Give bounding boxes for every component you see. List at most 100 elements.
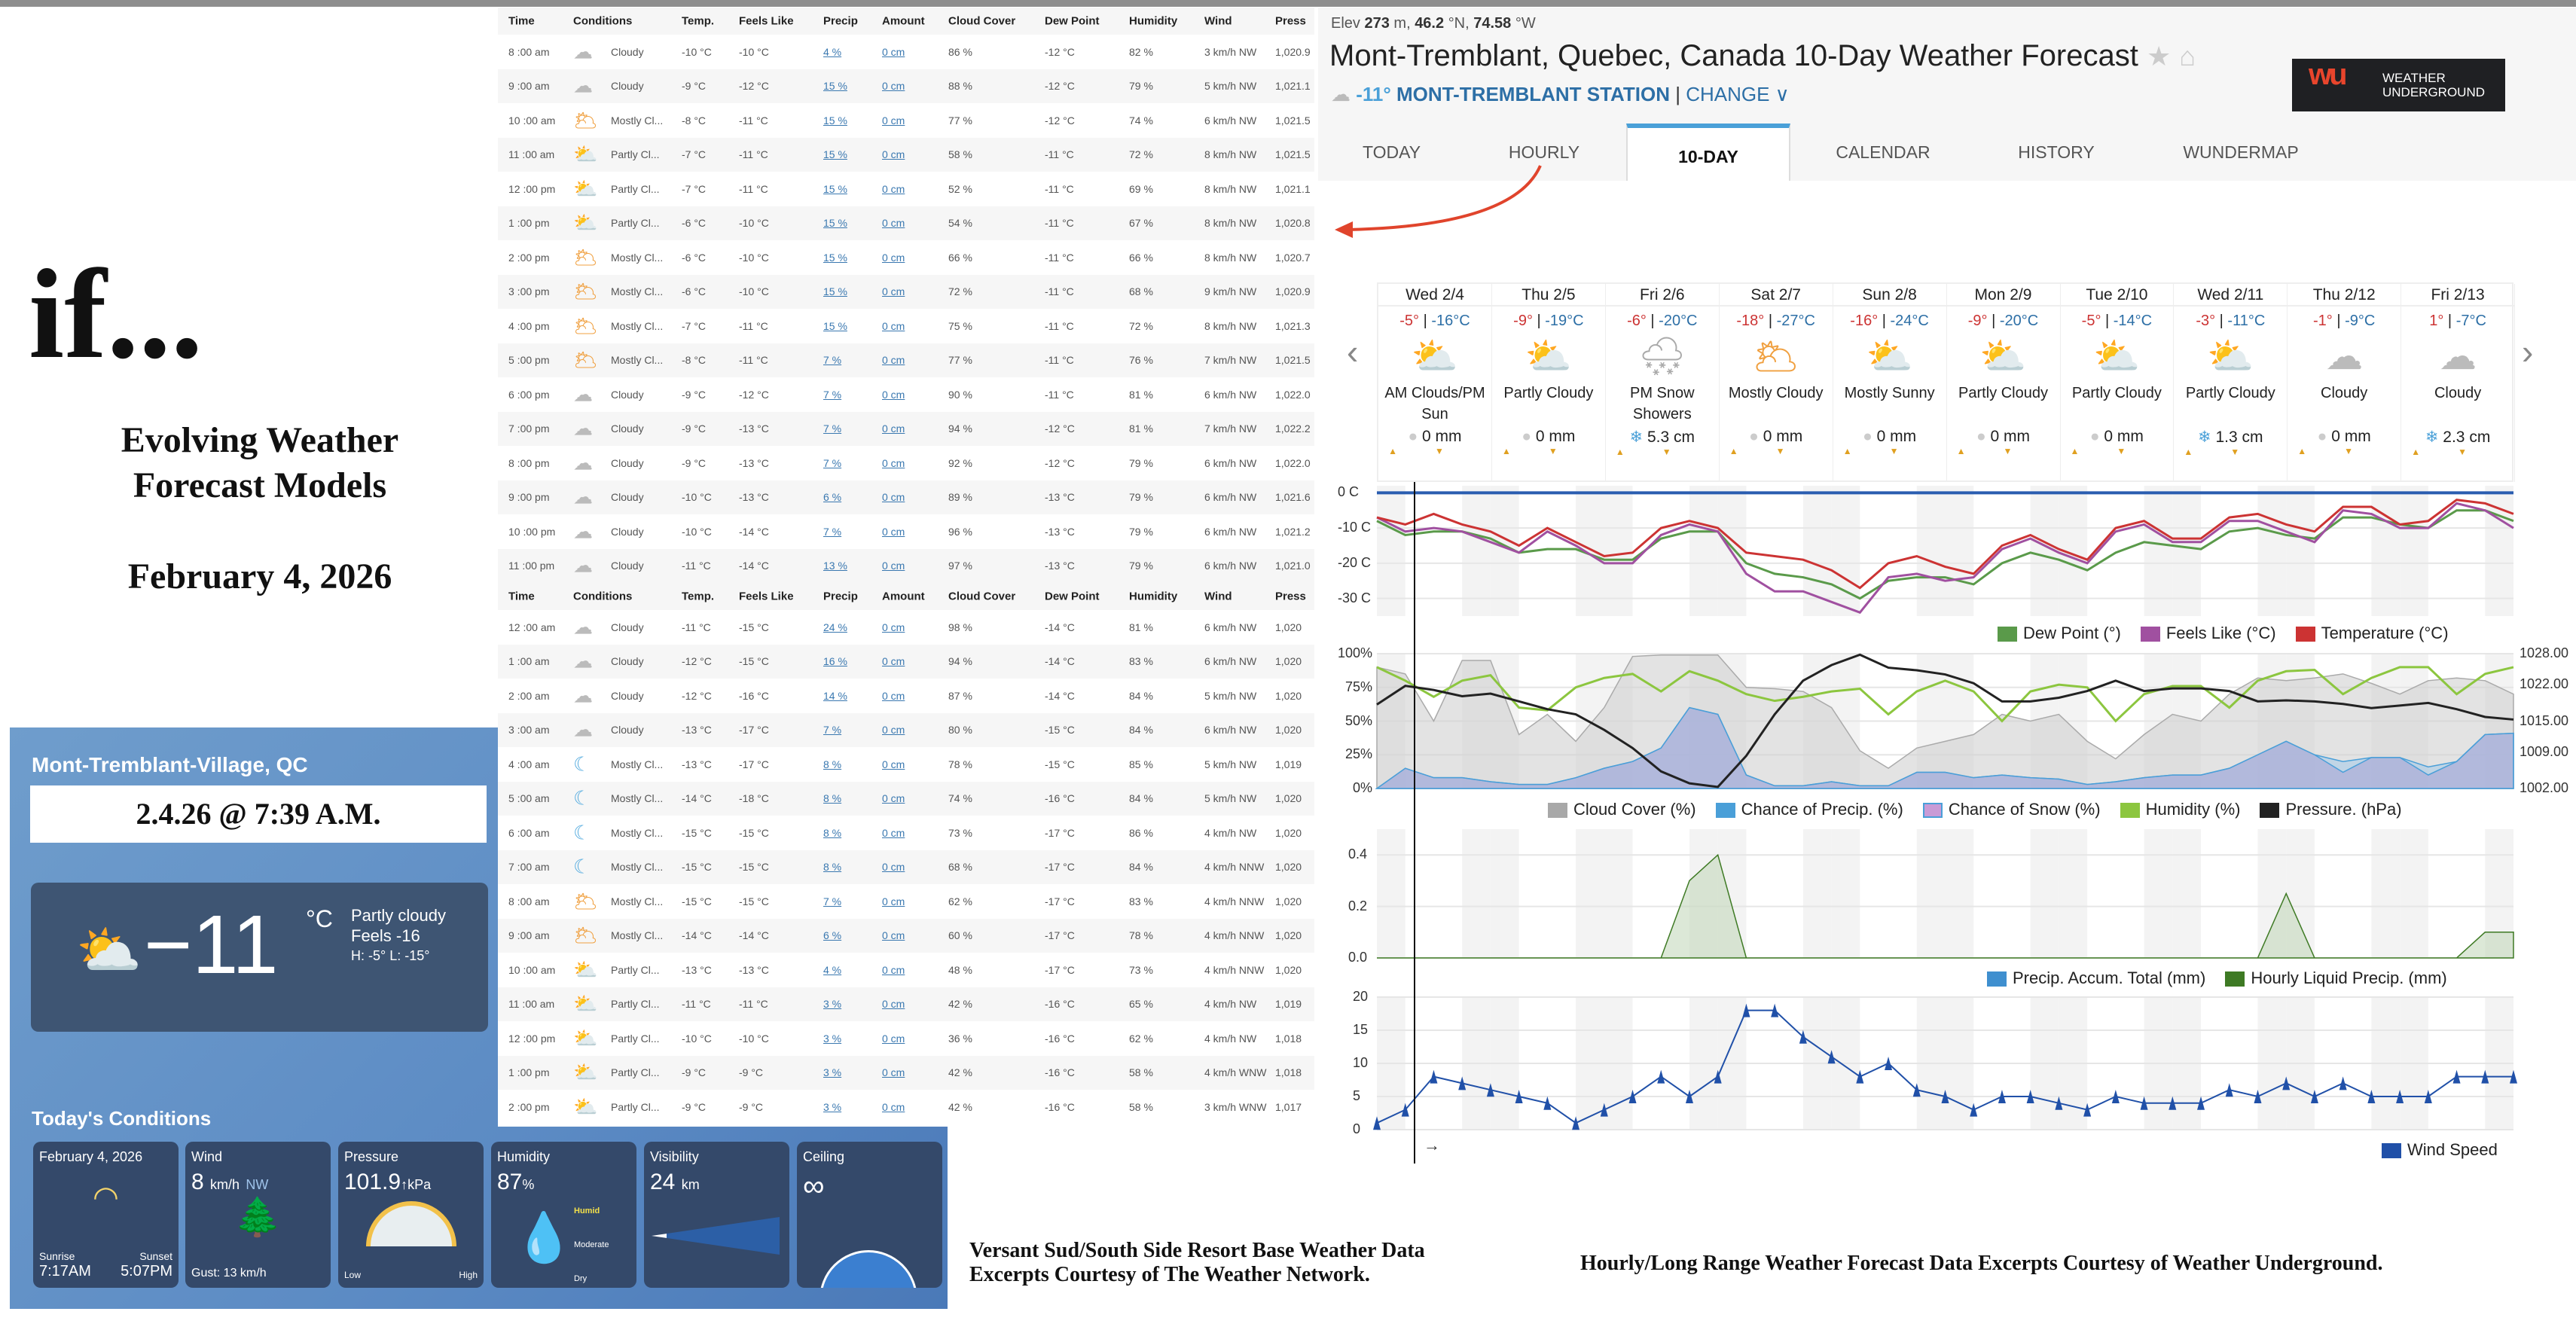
cell: -11 °C: [739, 319, 768, 332]
cell: 97 %: [948, 560, 972, 572]
temp-legend: Dew Point (°) Feels Like (°C) Temperatur…: [1998, 624, 2449, 643]
cell: 16 %: [823, 655, 847, 667]
precip-link[interactable]: 4 %: [823, 45, 842, 58]
day-condition: Partly Cloudy: [1958, 385, 2048, 401]
amount-link[interactable]: 0 cm: [882, 560, 905, 572]
precip-link[interactable]: 13 %: [823, 560, 847, 572]
precip-link[interactable]: 7 %: [823, 354, 842, 367]
precip-link[interactable]: 15 %: [823, 114, 847, 127]
amount-link[interactable]: 0 cm: [882, 826, 905, 839]
precip-link[interactable]: 6 %: [823, 929, 842, 942]
amount-link[interactable]: 0 cm: [882, 217, 905, 230]
precip-link[interactable]: 15 %: [823, 217, 847, 230]
amount-link[interactable]: 0 cm: [882, 456, 905, 469]
home-icon[interactable]: ⌂: [2179, 41, 2196, 72]
amount-link[interactable]: 0 cm: [882, 655, 905, 668]
chevron-left-icon[interactable]: ‹: [1347, 332, 1359, 371]
wind-barb-point: [2424, 1090, 2432, 1103]
amount-link[interactable]: 0 cm: [882, 724, 905, 737]
amount-link[interactable]: 0 cm: [882, 354, 905, 367]
precip-link[interactable]: 15 %: [823, 319, 847, 332]
day-column[interactable]: Sat 2/7 -18° | -27°C 🌥 Mostly Cloudy ● 0 mm ▲…: [1719, 284, 1833, 482]
tab-history[interactable]: HISTORY: [2018, 142, 2095, 162]
cell: 1,020.7: [1275, 251, 1311, 264]
amount-link[interactable]: 0 cm: [882, 491, 905, 504]
day-column[interactable]: Wed 2/4 -5° | -16°C ⛅ AM Clouds/PM Sun ● 0 m…: [1378, 284, 1492, 482]
precip-link[interactable]: 3 %: [823, 1066, 842, 1079]
amount-link[interactable]: 0 cm: [882, 895, 905, 907]
amount-link[interactable]: 0 cm: [882, 45, 905, 58]
amount-link[interactable]: 0 cm: [882, 251, 905, 264]
precip-link[interactable]: 4 %: [823, 963, 842, 976]
night-band: [2030, 829, 2059, 958]
precip-link[interactable]: 15 %: [823, 148, 847, 161]
star-icon[interactable]: ★: [2146, 41, 2172, 72]
precip-link[interactable]: 3 %: [823, 1032, 842, 1045]
amount-link[interactable]: 0 cm: [882, 148, 905, 161]
precip-link[interactable]: 3 %: [823, 998, 842, 1011]
day-column[interactable]: Thu 2/5 -9° | -19°C ⛅ Partly Cloudy ● 0 mm ▲▼: [1491, 284, 1606, 482]
cell: -17 °C: [1045, 895, 1075, 907]
amount-link[interactable]: 0 cm: [882, 689, 905, 702]
tab-hourly[interactable]: HOURLY: [1508, 142, 1580, 162]
precip-link[interactable]: 8 %: [823, 861, 842, 874]
precip-link[interactable]: 3 %: [823, 1100, 842, 1113]
precip-link[interactable]: 7 %: [823, 456, 842, 469]
precip-link[interactable]: 15 %: [823, 182, 847, 195]
amount-link[interactable]: 0 cm: [882, 861, 905, 874]
amount-link[interactable]: 0 cm: [882, 80, 905, 93]
day-date: Sat 2/7: [1719, 284, 1833, 307]
tab-calendar[interactable]: CALENDAR: [1836, 142, 1930, 162]
amount-link[interactable]: 0 cm: [882, 621, 905, 633]
amount-link[interactable]: 0 cm: [882, 1032, 905, 1045]
day-column[interactable]: Tue 2/10 -5° | -14°C ⛅ Partly Cloudy ● 0 mm ▲…: [2060, 284, 2175, 482]
station-name[interactable]: MONT-TREMBLANT STATION: [1396, 83, 1670, 105]
precip-link[interactable]: 16 %: [823, 655, 847, 668]
precip-link[interactable]: 15 %: [823, 285, 847, 298]
amount-link[interactable]: 0 cm: [882, 422, 905, 435]
amount-link[interactable]: 0 cm: [882, 758, 905, 770]
wu-logo[interactable]: wu WEATHER UNDERGROUND: [2292, 59, 2505, 111]
day-column[interactable]: Mon 2/9 -9° | -20°C ⛅ Partly Cloudy ● 0 mm ▲▼: [1946, 284, 2061, 482]
tab-wundermap[interactable]: WUNDERMAP: [2183, 142, 2299, 162]
condition-text: Mostly Cl...: [611, 826, 664, 839]
precip-link[interactable]: 24 %: [823, 621, 847, 633]
y2-tick-label: 1028.00: [2520, 645, 2569, 660]
day-column[interactable]: Sun 2/8 -16° | -24°C ⛅ Mostly Sunny ● 0 mm ▲▼: [1833, 284, 1947, 482]
amount-link[interactable]: 0 cm: [882, 114, 905, 127]
amount-link[interactable]: 0 cm: [882, 963, 905, 976]
amount-link[interactable]: 0 cm: [882, 1100, 905, 1113]
chevron-right-icon[interactable]: ›: [2522, 332, 2534, 371]
precip-link[interactable]: 7 %: [823, 724, 842, 737]
amount-link[interactable]: 0 cm: [882, 929, 905, 942]
precip-link[interactable]: 14 %: [823, 689, 847, 702]
change-station-button[interactable]: CHANGE ∨: [1686, 83, 1790, 105]
precip-link[interactable]: 7 %: [823, 388, 842, 401]
amount-link[interactable]: 0 cm: [882, 388, 905, 401]
amount-link[interactable]: 0 cm: [882, 1066, 905, 1079]
day-column[interactable]: Thu 2/12 -1° | -9°C ☁ Cloudy ● 0 mm ▲▼: [2288, 284, 2402, 482]
precip-link[interactable]: 8 %: [823, 758, 842, 770]
precip-link[interactable]: 15 %: [823, 251, 847, 264]
precip-link[interactable]: 7 %: [823, 895, 842, 907]
cell: 2 :00 pm: [508, 251, 550, 264]
amount-link[interactable]: 0 cm: [882, 182, 905, 195]
amount-link[interactable]: 0 cm: [882, 792, 905, 805]
precip-link[interactable]: 15 %: [823, 80, 847, 93]
tab-today[interactable]: TODAY: [1362, 142, 1421, 162]
precip-link[interactable]: 7 %: [823, 422, 842, 435]
amount-link[interactable]: 0 cm: [882, 319, 905, 332]
precip-link[interactable]: 8 %: [823, 826, 842, 839]
day-column[interactable]: Wed 2/11 -3° | -11°C ⛅ Partly Cloudy ❄ 1.3 c…: [2174, 284, 2288, 482]
day-column[interactable]: Fri 2/13 1° | -7°C ☁ Cloudy ❄ 2.3 cm ▲▼: [2401, 284, 2516, 482]
precip-link[interactable]: 8 %: [823, 792, 842, 805]
day-column[interactable]: Fri 2/6 -6° | -20°C 🌨 PM Snow Showers ❄ 5.3 …: [1605, 284, 1720, 482]
precip-link[interactable]: 7 %: [823, 525, 842, 538]
amount-link[interactable]: 0 cm: [882, 525, 905, 538]
column-header: Dew Point: [1045, 590, 1100, 603]
cloud-icon: ☁: [573, 649, 593, 673]
tab-10-day[interactable]: 10-DAY: [1626, 124, 1790, 181]
amount-link[interactable]: 0 cm: [882, 998, 905, 1011]
precip-link[interactable]: 6 %: [823, 491, 842, 504]
amount-link[interactable]: 0 cm: [882, 285, 905, 298]
